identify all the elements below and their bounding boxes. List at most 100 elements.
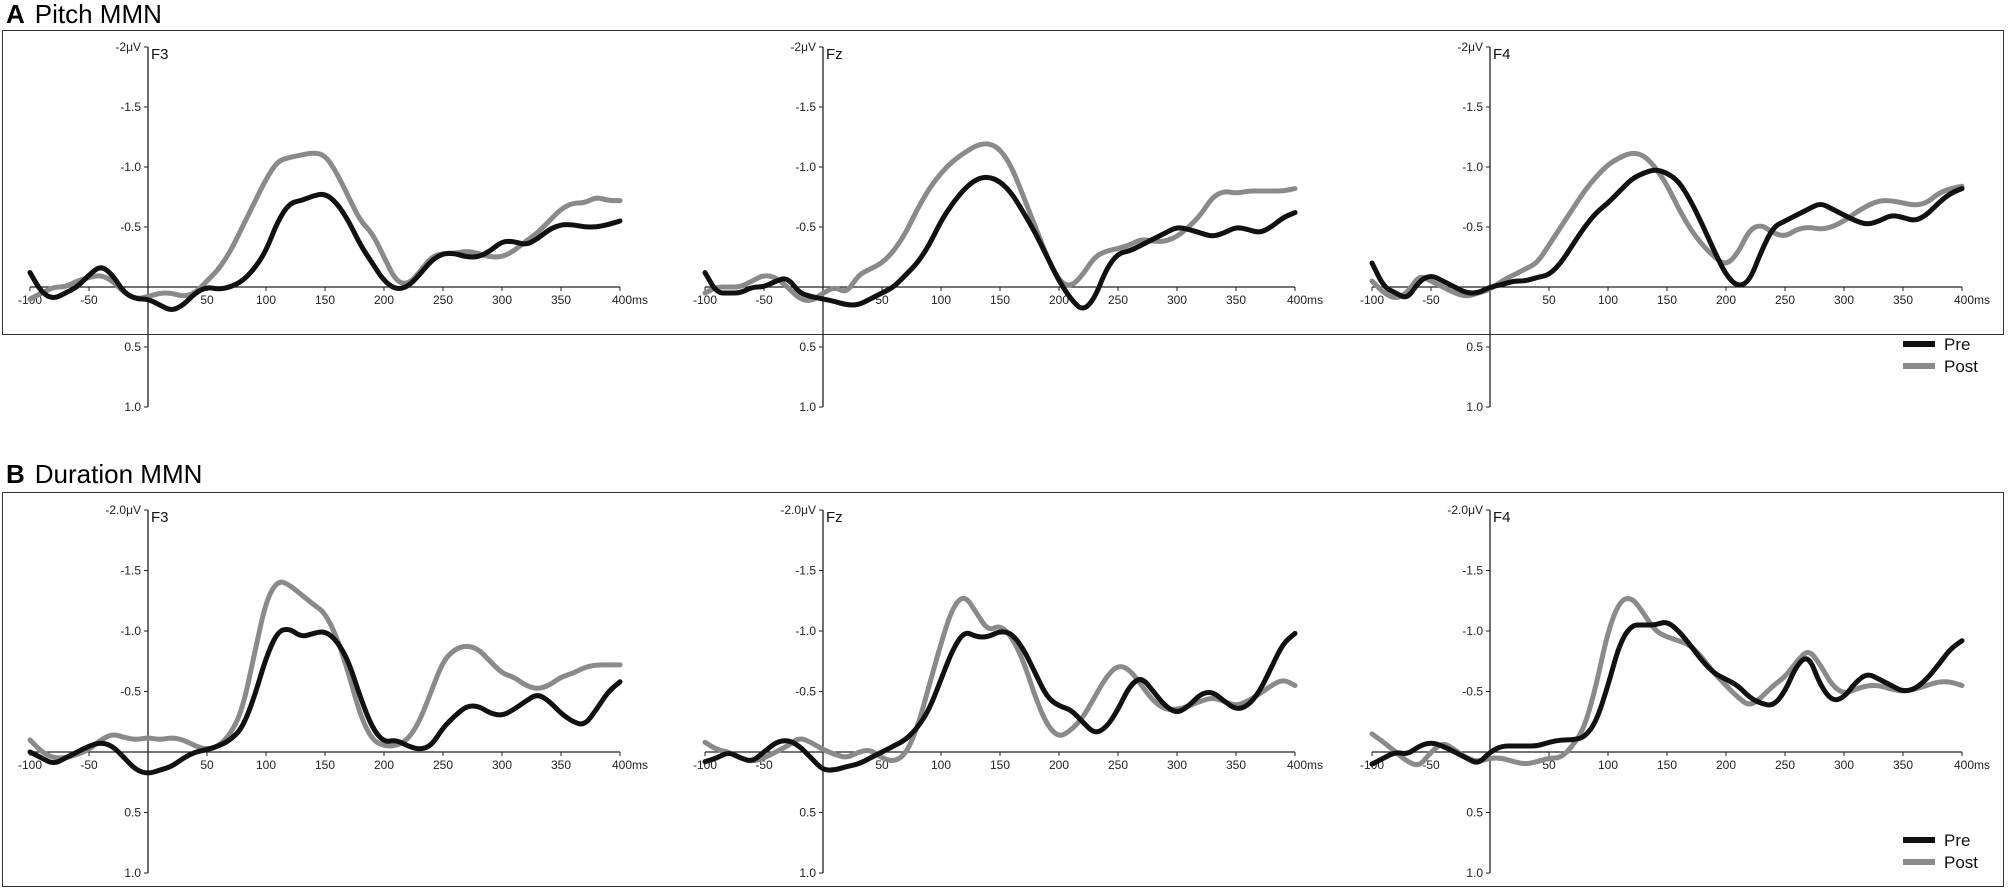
- plot-1-x-tick-label-6: 200: [1049, 293, 1069, 307]
- plot-2-x-tick-label-0: -100: [1360, 293, 1384, 307]
- plot-5-x-tick-label-10: 400ms: [1954, 758, 1990, 772]
- plot-1-x-tick-label-7: 250: [1108, 293, 1128, 307]
- plot-2-x-tick-label-6: 200: [1716, 293, 1736, 307]
- plot-4-y-tick-label-0: -2.0μV: [780, 503, 816, 517]
- plot-0-y-tick-label-4: 0.5: [124, 340, 141, 354]
- plot-5-y-tick-label-5: 1.0: [1466, 866, 1483, 880]
- plot-1-y-tick-label-1: -1.5: [795, 100, 816, 114]
- plot-4-x-tick-label-4: 100: [931, 758, 951, 772]
- plot-5-x-tick-label-6: 200: [1716, 758, 1736, 772]
- plot-2-x-tick-label-4: 100: [1598, 293, 1618, 307]
- panel-b-title: B Duration MMN: [6, 460, 202, 488]
- plot-0-x-tick-label-7: 250: [433, 293, 453, 307]
- legend-1-label-post: Post: [1944, 853, 1978, 872]
- plot-2-x-tick-label-3: 50: [1542, 293, 1556, 307]
- plot-3-x-tick-label-4: 100: [256, 758, 276, 772]
- plot-4-x-tick-label-8: 300: [1167, 758, 1187, 772]
- plot-0-x-tick-label-4: 100: [256, 293, 276, 307]
- plot-4-y-tick-label-2: -1.0: [795, 624, 816, 638]
- plot-5-series-pre-line: [1369, 620, 1965, 767]
- plot-3-x-tick-label-9: 350: [551, 758, 571, 772]
- plot-1-series-post-line: [702, 141, 1298, 303]
- plot-3-channel-label: F3: [151, 509, 169, 526]
- plot-2-y-tick-label-2: -1.0: [1462, 160, 1483, 174]
- plot-1-x-tick-label-5: 150: [990, 293, 1010, 307]
- plot-0-series-post-line: [27, 150, 623, 302]
- plot-2-x-tick-label-10: 400ms: [1954, 293, 1990, 307]
- plot-3-series-pre-line: [27, 627, 623, 776]
- panel-a-title: A Pitch MMN: [6, 0, 162, 28]
- plot-0-x-tick-label-10: 400ms: [612, 293, 648, 307]
- plot-1-x-tick-label-10: 400ms: [1287, 293, 1323, 307]
- plot-1-y-tick-label-5: 1.0: [799, 400, 816, 414]
- legend-0-label-post: Post: [1944, 357, 1978, 376]
- legend-0-label-pre: Pre: [1944, 335, 1970, 354]
- plot-4-channel-label: Fz: [826, 509, 843, 526]
- plot-1-x-tick-label-1: -50: [755, 293, 773, 307]
- plot-0-y-tick-label-3: -0.5: [120, 220, 141, 234]
- plot-4-series-post-line: [702, 595, 1298, 764]
- panel-b-letter: B: [6, 459, 25, 489]
- plot-5-y-tick-label-3: -0.5: [1462, 685, 1483, 699]
- plot-1-y-tick-label-4: 0.5: [799, 340, 816, 354]
- plot-0-x-tick-label-3: 50: [200, 293, 214, 307]
- plot-3-y-tick-label-5: 1.0: [124, 866, 141, 880]
- plot-4-x-tick-label-5: 150: [990, 758, 1010, 772]
- plot-5-x-tick-label-7: 250: [1775, 758, 1795, 772]
- plot-3-x-tick-label-6: 200: [374, 758, 394, 772]
- plot-2-y-tick-label-1: -1.5: [1462, 100, 1483, 114]
- plot-0-x-tick-label-6: 200: [374, 293, 394, 307]
- plot-3-y-tick-label-4: 0.5: [124, 806, 141, 820]
- plot-0-x-tick-label-8: 300: [492, 293, 512, 307]
- plot-5-channel-label: F4: [1493, 509, 1511, 526]
- plot-4-y-tick-label-4: 0.5: [799, 806, 816, 820]
- plot-3-y-tick-label-3: -0.5: [120, 685, 141, 699]
- plot-4-y-tick-label-5: 1.0: [799, 866, 816, 880]
- plot-0-y-tick-label-5: 1.0: [124, 400, 141, 414]
- plot-5-x-tick-label-1: -50: [1422, 758, 1440, 772]
- plot-1-x-tick-label-9: 350: [1226, 293, 1246, 307]
- plot-4-y-tick-label-1: -1.5: [795, 564, 816, 578]
- plot-2-x-tick-label-1: -50: [1422, 293, 1440, 307]
- plot-4-series-pre-line: [702, 629, 1298, 773]
- plot-5-x-tick-label-8: 300: [1834, 758, 1854, 772]
- plot-3-x-tick-label-10: 400ms: [612, 758, 648, 772]
- plot-3-x-tick-label-8: 300: [492, 758, 512, 772]
- plot-4-x-tick-label-9: 350: [1226, 758, 1246, 772]
- plot-3-series-post-line: [27, 579, 623, 761]
- plot-4-x-tick-label-6: 200: [1049, 758, 1069, 772]
- plot-5-x-tick-label-5: 150: [1657, 758, 1677, 772]
- plot-3-x-tick-label-5: 150: [315, 758, 335, 772]
- plot-0-x-tick-label-5: 150: [315, 293, 335, 307]
- plot-3-x-tick-label-3: 50: [200, 758, 214, 772]
- plot-5-x-tick-label-4: 100: [1598, 758, 1618, 772]
- plot-4-x-tick-label-10: 400ms: [1287, 758, 1323, 772]
- plot-3-x-tick-label-0: -100: [18, 758, 42, 772]
- plot-5-y-tick-label-2: -1.0: [1462, 624, 1483, 638]
- plot-5-y-tick-label-1: -1.5: [1462, 564, 1483, 578]
- plot-3-y-tick-label-0: -2.0μV: [105, 503, 141, 517]
- plot-4-y-tick-label-3: -0.5: [795, 685, 816, 699]
- plot-0-channel-label: F3: [151, 46, 169, 63]
- plot-2-x-tick-label-8: 300: [1834, 293, 1854, 307]
- plot-2-series-post-line: [1369, 150, 1965, 300]
- panel-a-title-text: Pitch MMN: [34, 0, 162, 29]
- plot-2-x-tick-label-5: 150: [1657, 293, 1677, 307]
- plot-0-series-pre-line: [27, 191, 623, 312]
- panel-a-letter: A: [6, 0, 25, 29]
- plot-3-y-tick-label-2: -1.0: [120, 624, 141, 638]
- plot-2-y-tick-label-5: 1.0: [1466, 400, 1483, 414]
- plot-0-x-tick-label-1: -50: [80, 293, 98, 307]
- legend-1-label-pre: Pre: [1944, 831, 1970, 850]
- plot-1-x-tick-label-0: -100: [693, 293, 717, 307]
- panel-b-title-text: Duration MMN: [34, 459, 203, 489]
- plot-1-y-tick-label-2: -1.0: [795, 160, 816, 174]
- plot-1-channel-label: Fz: [826, 46, 843, 63]
- plot-3-x-tick-label-1: -50: [80, 758, 98, 772]
- plot-1-y-tick-label-3: -0.5: [795, 220, 816, 234]
- plot-5-y-tick-label-4: 0.5: [1466, 806, 1483, 820]
- plot-3-y-tick-label-1: -1.5: [120, 564, 141, 578]
- plot-2-channel-label: F4: [1493, 46, 1511, 63]
- plot-2-x-tick-label-9: 350: [1893, 293, 1913, 307]
